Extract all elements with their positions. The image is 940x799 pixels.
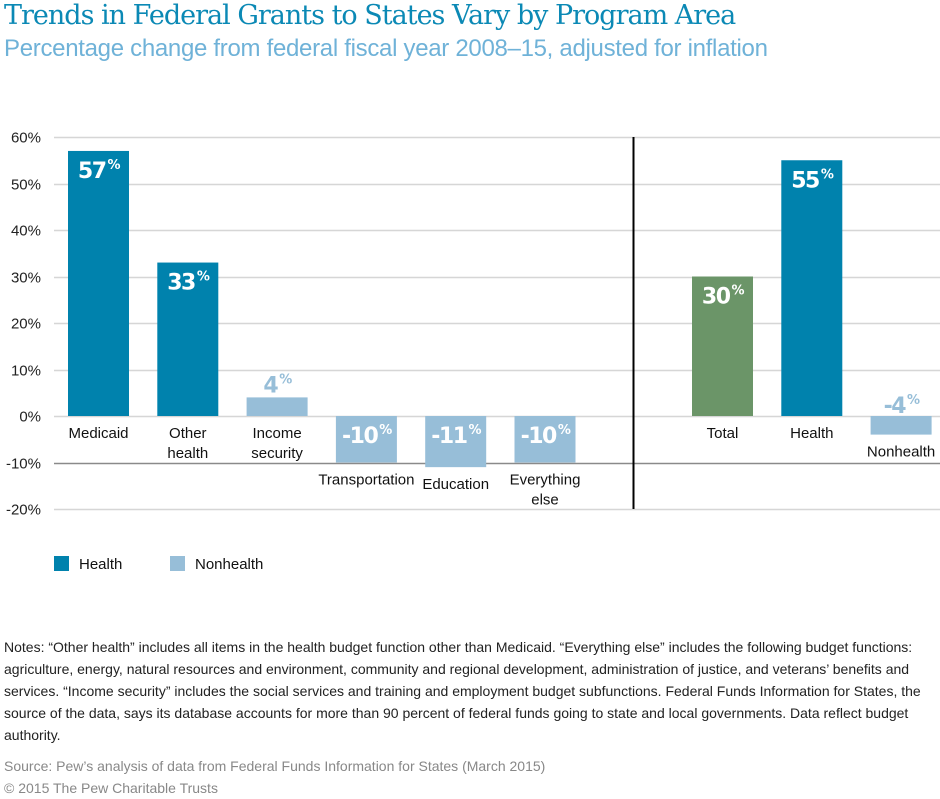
chart-subtitle: Percentage change from federal fiscal ye… <box>4 35 768 62</box>
bar <box>870 416 932 435</box>
data-label: 4% <box>263 372 292 398</box>
data-label: 55% <box>791 167 834 193</box>
legend-swatch-health <box>54 556 69 571</box>
category-label: Health <box>790 425 833 442</box>
legend-item-nonhealth: Nonhealth <box>170 556 263 573</box>
data-label: -10% <box>342 423 392 449</box>
category-labels: Medicaid Other health Income security Transpo… <box>68 425 935 509</box>
y-tick-label: 30% <box>11 270 41 287</box>
y-tick-label: 40% <box>11 223 41 240</box>
category-label: Education <box>422 476 489 493</box>
notes: Notes: “Other health” includes all items… <box>4 639 921 743</box>
category-label: Other <box>169 425 207 442</box>
data-label: -10% <box>521 423 571 449</box>
source-block: Source: Pew’s analysis of data from Fede… <box>4 755 545 799</box>
category-label: Transportation <box>318 472 414 489</box>
legend-swatch-nonhealth <box>170 556 185 571</box>
category-label: Income <box>252 425 301 442</box>
data-label: -4% <box>884 393 920 419</box>
data-label: -11% <box>431 423 481 449</box>
y-tick-label: 20% <box>11 316 41 333</box>
bar <box>781 160 843 416</box>
y-tick-label: -20% <box>6 502 41 519</box>
data-label: 33% <box>167 270 210 296</box>
y-tick-label: 50% <box>11 177 41 194</box>
bar <box>246 397 308 416</box>
y-axis: 60% 50% 40% 30% 20% 10% 0% -10% -20% <box>6 130 41 519</box>
data-label: 30% <box>702 284 745 310</box>
y-tick-label: -10% <box>6 456 41 473</box>
bars: 57 % 33 % 4 % -10% -11% -10 % 30 % 55 % -4% <box>68 150 932 468</box>
bar-chart: 60% 50% 40% 30% 20% 10% 0% -10% -20% 57 % 33 % 4 % -10… <box>6 130 940 519</box>
bar <box>157 262 219 416</box>
copyright-text: © 2015 The Pew Charitable Trusts <box>4 780 218 796</box>
chart-title: Trends in Federal Grants to States Vary … <box>4 0 736 31</box>
y-tick-label: 0% <box>19 409 41 426</box>
bar <box>425 416 487 468</box>
category-label: Everything <box>510 472 581 489</box>
legend-item-health: Health <box>54 556 122 573</box>
bar <box>68 150 129 416</box>
category-label: Nonhealth <box>867 444 935 461</box>
category-label: security <box>251 445 303 462</box>
category-label: else <box>531 492 559 509</box>
legend-label-nonhealth: Nonhealth <box>195 556 264 573</box>
data-label: 57% <box>78 158 121 184</box>
source-text: Source: Pew’s analysis of data from Fede… <box>4 758 546 774</box>
bar <box>335 416 397 463</box>
bar <box>514 416 576 463</box>
y-tick-label: 10% <box>11 363 41 380</box>
category-label: Medicaid <box>68 425 128 442</box>
category-label: health <box>167 445 208 462</box>
legend-label-health: Health <box>79 556 123 573</box>
bar <box>692 276 753 416</box>
y-tick-label: 60% <box>11 130 41 147</box>
category-label: Total <box>707 425 739 442</box>
